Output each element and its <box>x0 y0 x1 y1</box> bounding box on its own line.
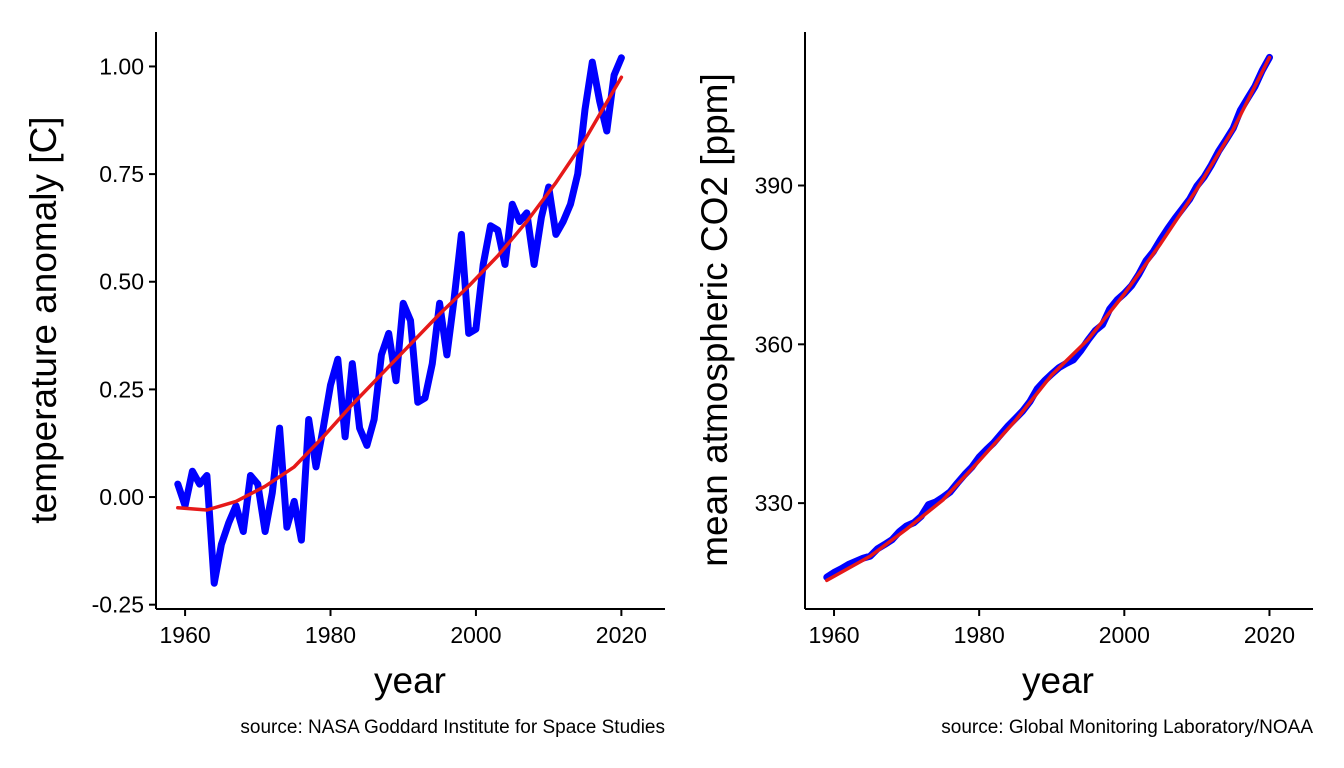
temperature-y-tick-label: 1.00 <box>99 53 144 79</box>
temperature-smooth-series-line <box>176 75 624 512</box>
co2-x-axis-title: year <box>1022 660 1094 701</box>
co2-y-axis-title: mean atmospheric CO2 [ppm] <box>694 73 735 567</box>
temperature-x-tick-label: 1960 <box>159 622 210 648</box>
temperature-y-tick-label: 0.75 <box>99 161 144 187</box>
co2-x-tick-label: 1980 <box>954 622 1005 648</box>
co2-chart: 330 360 390 1960 1980 2000 2020 year mean atm… <box>694 32 1313 738</box>
temperature-source-caption: source: NASA Goddard Institute for Space… <box>240 717 665 738</box>
temperature-y-tick-label: 0.00 <box>99 484 144 510</box>
co2-y-tick-label: 360 <box>755 331 793 357</box>
co2-x-ticks: 1960 1980 2000 2020 <box>808 609 1295 648</box>
temperature-y-ticks: -0.25 0.00 0.25 0.50 0.75 1.00 <box>92 53 156 618</box>
temperature-y-axis-title: temperature anomaly [C] <box>23 116 64 523</box>
co2-x-tick-label: 2020 <box>1244 622 1295 648</box>
co2-raw-series-line <box>823 53 1273 581</box>
co2-y-ticks: 330 360 390 <box>755 173 805 516</box>
co2-x-tick-label: 2000 <box>1099 622 1150 648</box>
temperature-chart: -0.25 0.00 0.25 0.50 0.75 1.00 1960 1980 2000 20… <box>23 32 665 738</box>
co2-source-caption: source: Global Monitoring Laboratory/NOA… <box>941 717 1313 738</box>
temperature-marks <box>174 54 625 587</box>
temperature-x-tick-label: 2000 <box>450 622 501 648</box>
co2-y-tick-label: 390 <box>755 173 793 199</box>
co2-y-tick-label: 330 <box>755 490 793 516</box>
co2-marks <box>823 53 1273 583</box>
temperature-x-tick-label: 2020 <box>596 622 647 648</box>
temperature-x-axis-title: year <box>374 660 446 701</box>
temperature-raw-series-line <box>174 54 625 587</box>
co2-x-tick-label: 1960 <box>808 622 859 648</box>
temperature-y-tick-label: 0.25 <box>99 376 144 402</box>
co2-smooth-series-line <box>825 55 1272 583</box>
temperature-y-tick-label: -0.25 <box>92 592 144 618</box>
temperature-x-tick-label: 1980 <box>305 622 356 648</box>
temperature-x-ticks: 1960 1980 2000 2020 <box>159 609 647 648</box>
temperature-y-tick-label: 0.50 <box>99 269 144 295</box>
